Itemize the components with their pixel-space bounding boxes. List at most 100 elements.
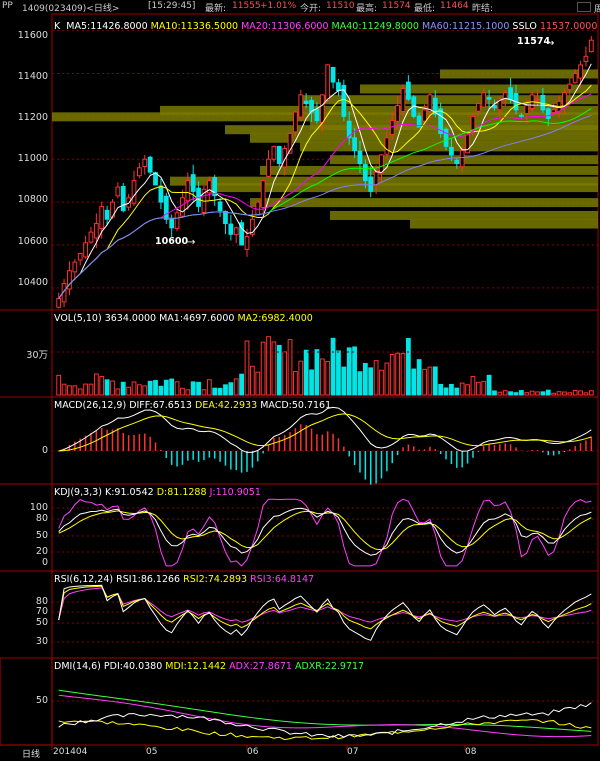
prev-settle-label: 昨结:	[472, 4, 494, 14]
candle-body	[314, 108, 320, 122]
dmi-adxr-line	[58, 689, 592, 732]
rsi-tick: 30	[35, 636, 48, 647]
volume-bar	[470, 376, 476, 396]
low-price: 11464	[440, 1, 469, 11]
candle-body	[357, 150, 363, 165]
macd-dea-line	[58, 413, 592, 452]
rsi-legend: RSI(6,12,24) RSI1:86.1266 RSI2:74.2893 R…	[54, 574, 315, 585]
volume-bar	[481, 380, 487, 396]
volume-bar	[217, 387, 223, 396]
candle-body	[492, 104, 497, 109]
volume-bar	[346, 347, 352, 396]
volume-bar	[422, 368, 427, 396]
volume-bar	[61, 383, 67, 396]
volume-bar	[309, 369, 314, 396]
price-tick: 10400	[17, 277, 48, 288]
x-tick: 08	[465, 747, 477, 757]
dmi-pdi-line	[58, 702, 592, 738]
candle-body	[104, 209, 110, 220]
volume-bar	[206, 379, 212, 396]
candle-body	[56, 298, 62, 308]
candle-body	[115, 186, 121, 197]
candle-body	[249, 218, 255, 235]
kdj-tick: 0	[41, 557, 48, 568]
volume-bar	[233, 378, 239, 396]
price-tick: 11400	[17, 71, 48, 82]
volume-bar	[276, 344, 282, 396]
volume-bar	[432, 366, 438, 396]
volume-bar	[513, 392, 519, 396]
candle-body	[341, 84, 347, 117]
candle-body	[551, 109, 557, 114]
kdj-legend: KDJ(9,3,3) K:91.0542 D:81.1288 J:110.905…	[54, 487, 261, 498]
volume-bar	[357, 371, 363, 396]
volume-bar	[540, 391, 546, 396]
candle-body	[72, 261, 78, 273]
volume-bar	[443, 387, 449, 396]
volume-bar	[115, 388, 121, 396]
candle-body	[427, 94, 433, 112]
market-code: PP	[2, 1, 13, 11]
volume-bar	[190, 381, 196, 396]
rsi-tick: 70	[35, 606, 48, 617]
candle-body	[260, 180, 266, 208]
candle-body	[77, 253, 83, 261]
volume-profile-bar	[52, 112, 598, 122]
candle-body	[588, 39, 594, 53]
ma-line-10	[58, 84, 592, 299]
volume-bar	[244, 340, 250, 396]
candle-body	[282, 147, 288, 168]
volume-profile-bar	[330, 210, 598, 220]
volume-bar	[212, 387, 218, 396]
volume-bar	[454, 387, 460, 396]
price-tick: 10800	[17, 194, 48, 205]
candle-body	[303, 100, 309, 104]
period-tab[interactable]: 周期	[577, 1, 600, 15]
candle-body	[400, 87, 406, 112]
volume-bar	[578, 390, 583, 396]
volume-bar	[373, 360, 379, 396]
candle-body	[190, 174, 196, 192]
candle-body	[309, 99, 314, 113]
volume-bar	[147, 380, 153, 396]
ma-line-60	[58, 114, 592, 299]
symbol-title: 1409(023409)<日线>	[22, 4, 120, 14]
volume-bar	[411, 368, 417, 396]
candle-body	[293, 111, 298, 133]
volume-bar	[104, 379, 110, 396]
candle-body	[212, 177, 218, 197]
candle-body	[373, 171, 379, 186]
volume-profile-bar	[440, 69, 598, 79]
candle-body	[470, 115, 476, 131]
volume-bar	[180, 387, 185, 396]
candle-body	[180, 197, 185, 217]
candle-body	[465, 132, 470, 154]
price-tick: 11000	[17, 153, 48, 164]
volume-bar	[88, 383, 94, 396]
price-tick: 11600	[17, 30, 48, 41]
volume-bar	[583, 392, 589, 396]
candle-body	[524, 105, 530, 114]
volume-bar	[362, 362, 368, 396]
candle-body	[497, 98, 503, 111]
rsi3-line	[58, 587, 592, 623]
volume-profile-bar	[300, 95, 598, 105]
candle-body	[486, 97, 492, 100]
quote-header: PP 1409(023409)<日线> [15:29:45] 最新: 11555…	[0, 0, 600, 15]
candle-body	[174, 212, 180, 229]
volume-bar	[379, 369, 384, 396]
candle-body	[99, 205, 105, 229]
candle-body	[432, 97, 438, 115]
volume-bar	[330, 337, 336, 396]
volume-bar	[56, 374, 62, 396]
volume-bar	[341, 366, 347, 396]
volume-bar	[449, 383, 454, 396]
volume-bar	[556, 391, 562, 396]
volume-bar	[368, 367, 374, 396]
period-box-icon	[577, 2, 591, 12]
macd-zero-tick: 0	[41, 445, 48, 456]
candle-body	[271, 145, 277, 160]
candle-body	[352, 137, 357, 152]
x-tick: 201404	[53, 747, 88, 757]
candle-body	[169, 218, 175, 229]
